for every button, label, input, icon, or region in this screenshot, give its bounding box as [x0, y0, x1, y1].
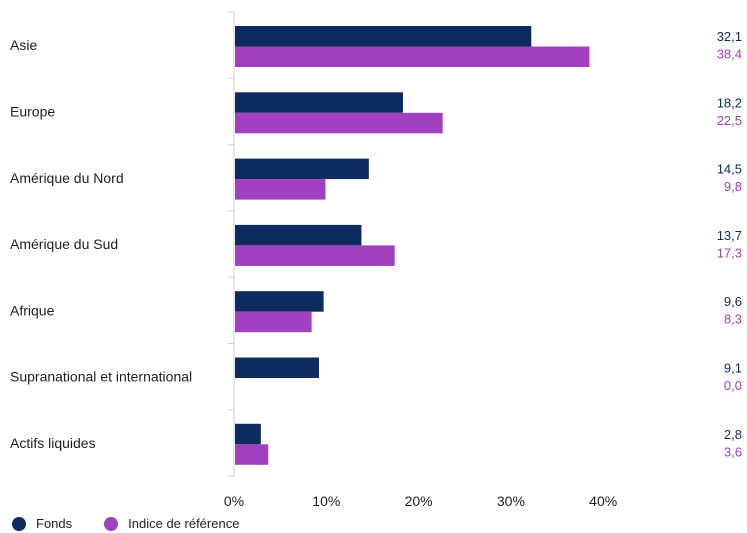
bar-fonds — [235, 291, 324, 312]
x-tick-label: 30% — [497, 493, 525, 509]
bar-fonds — [235, 26, 532, 47]
legend-item-fonds: Fonds — [12, 516, 72, 531]
value-label-fonds: 32,1 — [717, 29, 742, 44]
legend-swatch-fonds — [12, 516, 26, 531]
value-label-indice: 9,8 — [724, 179, 742, 194]
category-label: Asie — [10, 37, 37, 53]
category-label: Amérique du Sud — [10, 236, 118, 252]
bar-fonds — [235, 158, 369, 180]
x-tick-label: 20% — [405, 493, 433, 509]
value-label-indice: 3,6 — [724, 444, 742, 459]
legend-label-indice: Indice de référence — [128, 516, 240, 531]
value-label-indice: 0,0 — [724, 378, 742, 393]
value-label-indice: 38,4 — [717, 47, 742, 62]
value-label-indice: 8,3 — [724, 312, 742, 327]
bar-fonds — [235, 92, 403, 113]
x-tick-label: 40% — [589, 493, 617, 509]
bar-chart: Asie 32,1 38,4 Europe 18,2 22,5 Amérique du No… — [10, 11, 742, 509]
bar-fonds — [235, 423, 261, 445]
value-label-fonds: 9,6 — [724, 294, 742, 309]
value-label-fonds: 13,7 — [717, 228, 742, 243]
legend-label-fonds: Fonds — [36, 516, 73, 531]
value-label-fonds: 18,2 — [717, 95, 742, 110]
category-label: Europe — [10, 103, 55, 119]
value-label-indice: 22,5 — [717, 113, 742, 128]
legend-item-indice: Indice de référence — [104, 516, 239, 531]
category-label: Afrique — [10, 302, 55, 318]
value-label-fonds: 9,1 — [724, 361, 742, 376]
bar-indice — [235, 245, 395, 266]
category-label: Supranational et international — [10, 369, 192, 385]
legend-swatch-indice — [104, 516, 119, 531]
value-label-fonds: 2,8 — [724, 427, 742, 442]
x-tick-label: 0% — [224, 493, 244, 509]
legend: Fonds Indice de référence — [12, 516, 271, 531]
bar-indice — [235, 112, 443, 134]
bar-indice — [235, 311, 312, 333]
value-label-indice: 17,3 — [717, 245, 742, 260]
bar-indice — [235, 46, 590, 67]
bar-indice — [235, 179, 326, 200]
value-label-fonds: 14,5 — [717, 162, 742, 177]
x-tick-label: 10% — [312, 493, 340, 509]
category-label: Amérique du Nord — [10, 170, 124, 186]
bar-fonds — [235, 357, 319, 378]
category-label: Actifs liquides — [10, 435, 96, 451]
bar-indice — [235, 444, 269, 465]
bar-fonds — [235, 224, 362, 246]
